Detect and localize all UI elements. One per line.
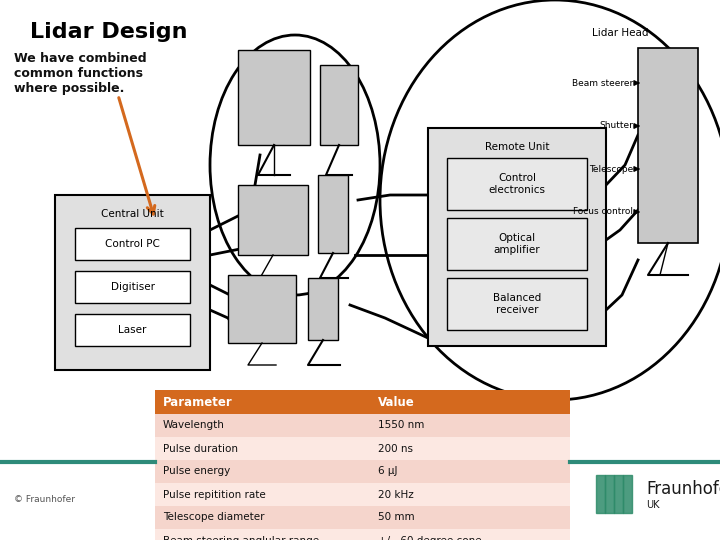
Bar [155,390,570,414]
Bar [155,506,570,529]
Text: Wavelength: Wavelength [163,421,225,430]
Text: Pulse energy: Pulse energy [163,467,230,476]
Text: Optical
amplifier: Optical amplifier [494,233,540,255]
Bar [308,278,338,340]
Text: Control PC: Control PC [105,239,160,249]
Text: © Fraunhofer: © Fraunhofer [14,496,75,504]
Bar [155,483,570,506]
Text: Beam steerer: Beam steerer [572,78,633,87]
Text: Digitiser: Digitiser [110,282,155,292]
Text: Control
electronics: Control electronics [488,173,546,195]
Text: Value: Value [378,395,415,408]
Bar [447,158,587,210]
Bar [75,314,190,346]
Text: Pulse repitition rate: Pulse repitition rate [163,489,266,500]
Bar [228,275,296,343]
Text: 20 kHz: 20 kHz [378,489,414,500]
Text: Telescope diameter: Telescope diameter [163,512,264,523]
Text: UK: UK [646,500,660,510]
Text: Remote Unit: Remote Unit [485,142,549,152]
Bar [447,218,587,270]
Polygon shape [605,475,614,513]
Text: 6 μJ: 6 μJ [378,467,397,476]
Bar [447,278,587,330]
Bar [155,437,570,460]
Text: Focus control: Focus control [573,207,633,217]
Bar [320,65,358,145]
Bar [638,48,698,243]
Bar [155,529,570,540]
Text: Lidar Head: Lidar Head [592,28,648,38]
Text: Fraunhofer: Fraunhofer [646,480,720,498]
Text: Telescope: Telescope [589,165,633,173]
Polygon shape [596,475,605,513]
Text: Parameter: Parameter [163,395,233,408]
Text: 50 mm: 50 mm [378,512,415,523]
Text: Beam steering anglular range: Beam steering anglular range [163,536,319,540]
Text: Laser: Laser [118,325,147,335]
Bar [75,228,190,260]
Text: Shutter: Shutter [599,122,633,131]
Text: Pulse duration: Pulse duration [163,443,238,454]
Polygon shape [623,475,632,513]
Bar [55,195,210,370]
Bar [318,175,348,253]
Bar [428,128,606,346]
Text: +/-  60 degree cone: +/- 60 degree cone [378,536,482,540]
Bar [155,460,570,483]
Bar [155,414,570,437]
Bar [238,50,310,145]
Polygon shape [614,475,623,513]
Text: We have combined
common functions
where possible.: We have combined common functions where … [14,52,147,95]
Text: 200 ns: 200 ns [378,443,413,454]
Text: Lidar Design: Lidar Design [30,22,187,42]
Bar [75,271,190,303]
Text: Central Unit: Central Unit [101,209,164,219]
Bar [238,185,308,255]
Text: Balanced
receiver: Balanced receiver [493,293,541,315]
Text: 1550 nm: 1550 nm [378,421,424,430]
